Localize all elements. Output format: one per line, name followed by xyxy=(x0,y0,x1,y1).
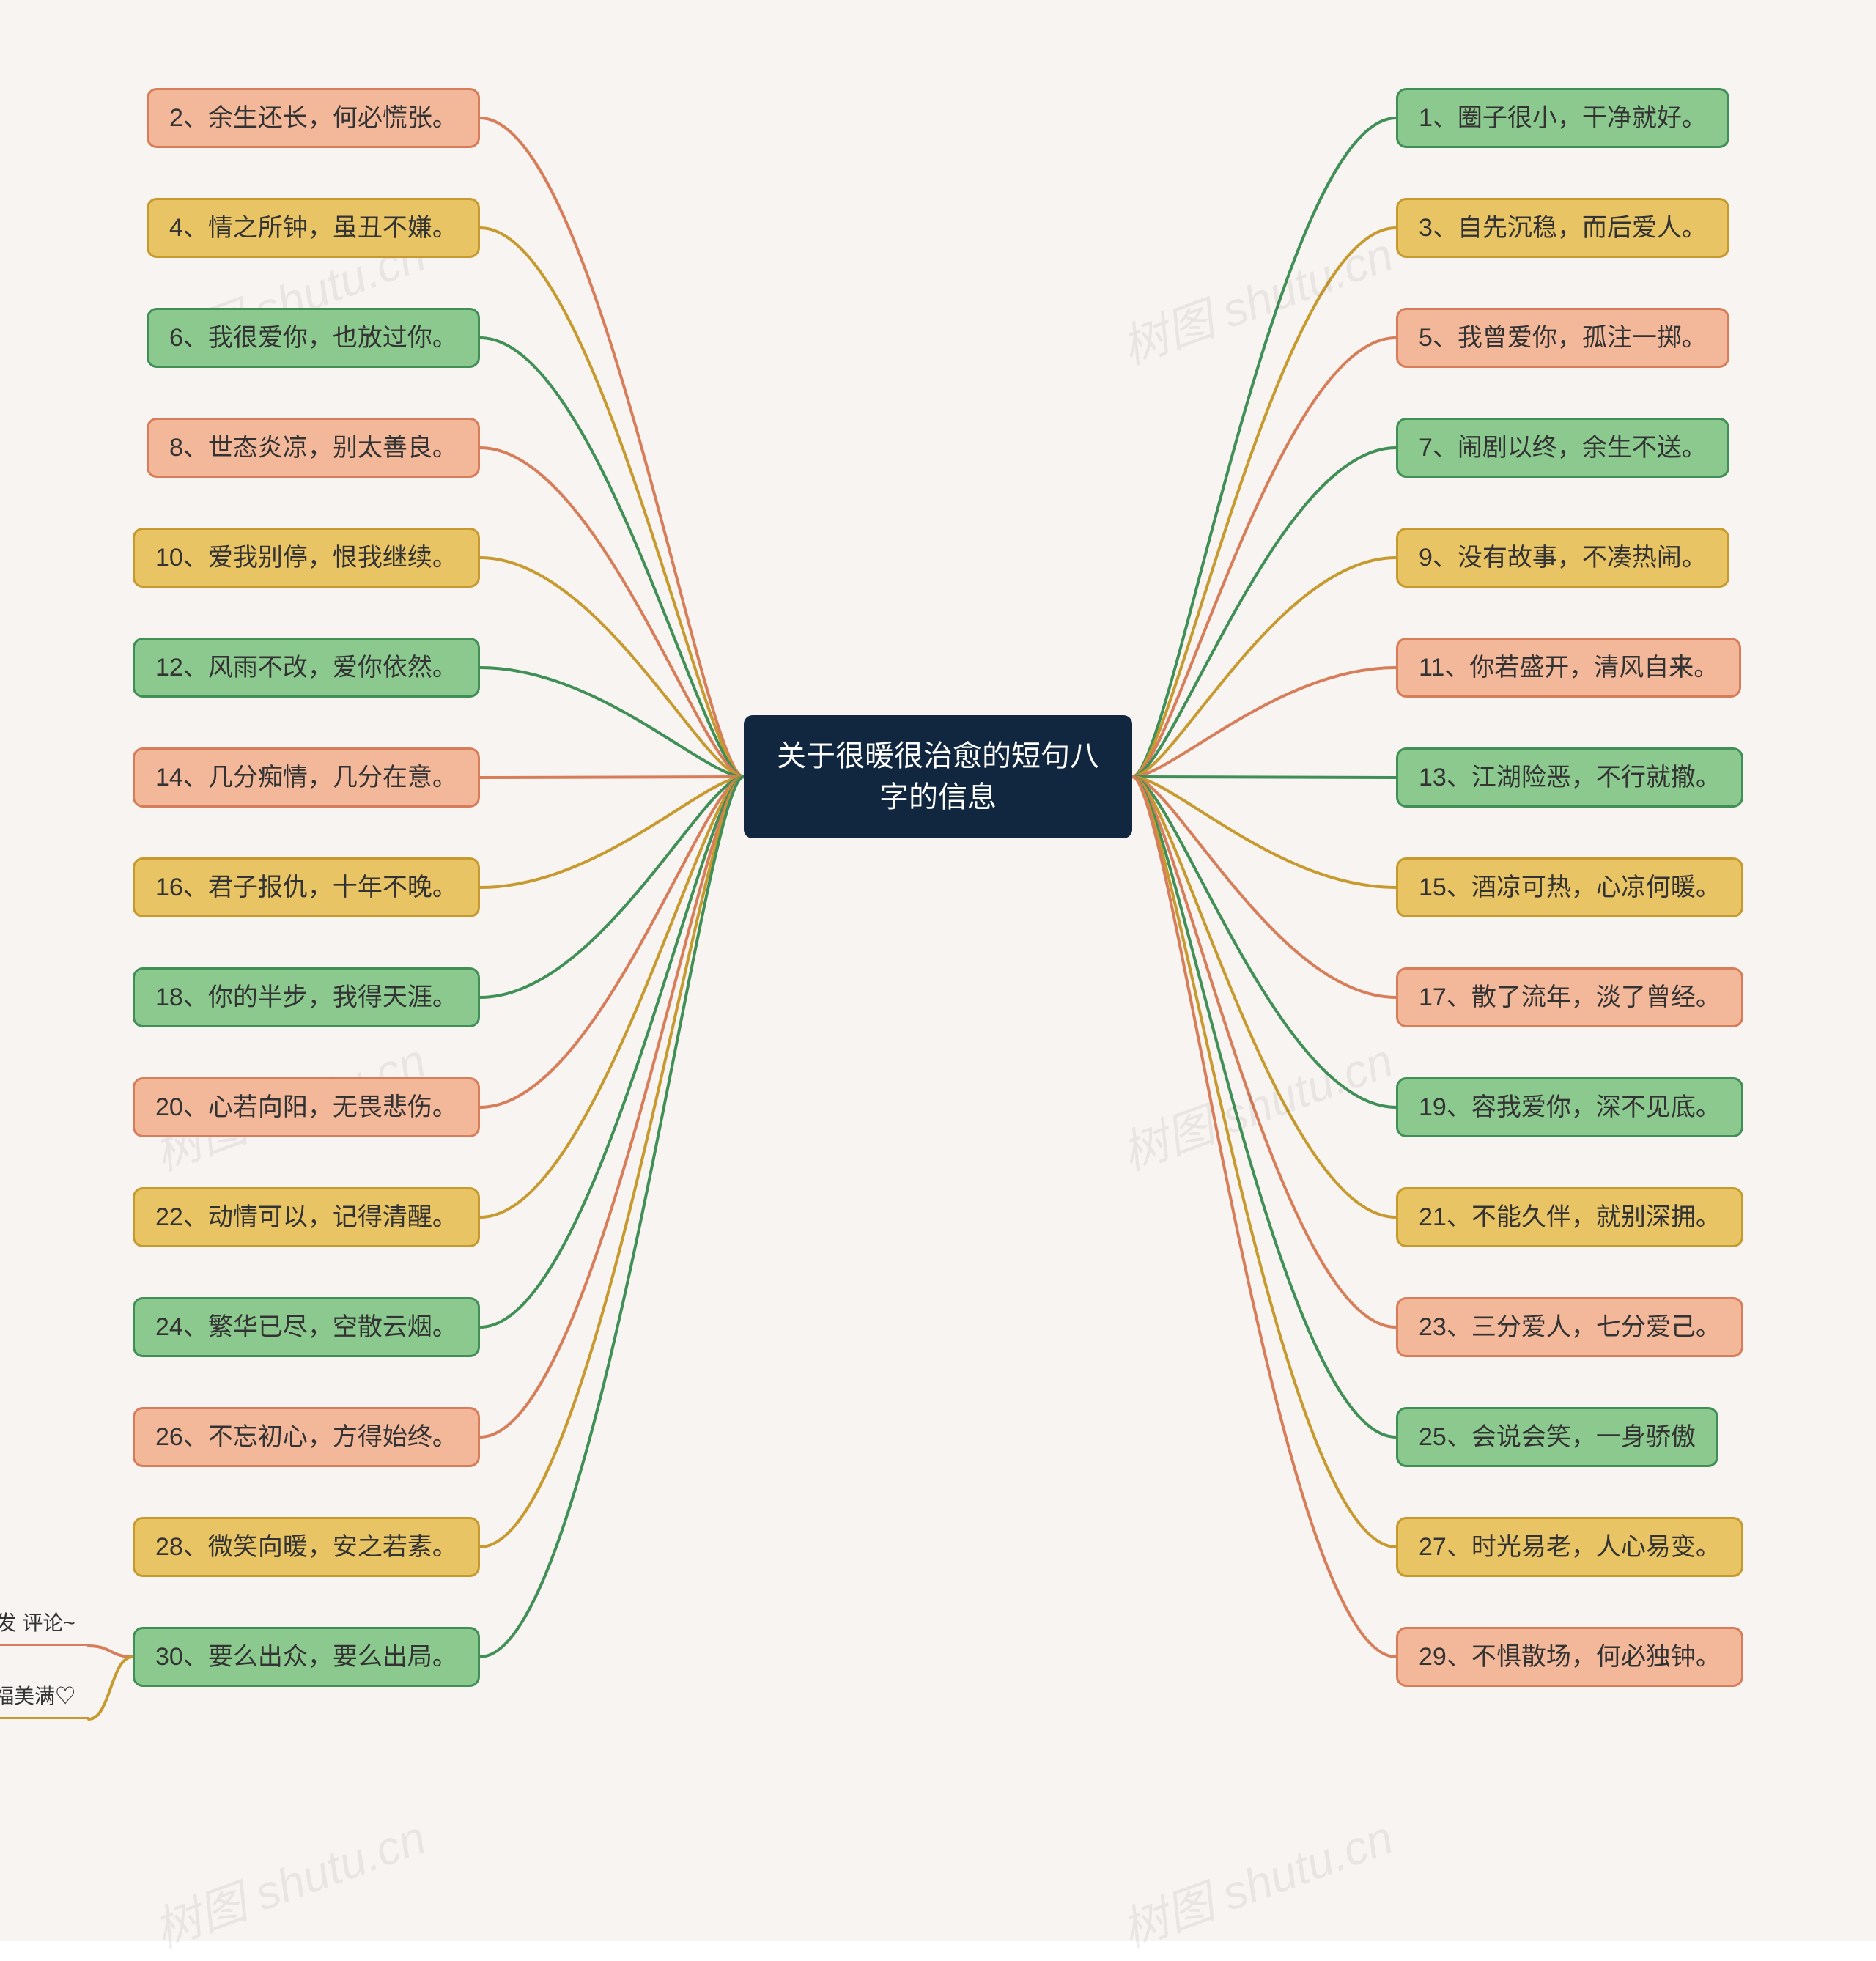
branch-node-left[interactable]: 28、微笑向暖，安之若素。 xyxy=(133,1517,480,1577)
branch-node-left[interactable]: 22、动情可以，记得清醒。 xyxy=(133,1187,480,1247)
branch-node-left[interactable]: 2、余生还长，何必慌张。 xyxy=(147,88,480,148)
branch-node-right[interactable]: 11、你若盛开，清风自来。 xyxy=(1396,638,1741,698)
branch-node-left[interactable]: 16、君子报仇，十年不晚。 xyxy=(133,857,480,917)
branch-node-left[interactable]: 18、你的半步，我得天涯。 xyxy=(133,967,480,1027)
branch-node-right[interactable]: 27、时光易老，人心易变。 xyxy=(1396,1517,1743,1577)
branch-node-left[interactable]: 14、几分痴情，几分在意。 xyxy=(133,747,480,808)
branch-node-right[interactable]: 1、圈子很小，干净就好。 xyxy=(1396,88,1729,148)
sub-node[interactable]: 祝您2019生活愉快 幸福美满♡ xyxy=(0,1676,89,1719)
branch-node-left[interactable]: 30、要么出众，要么出局。 xyxy=(133,1627,480,1687)
branch-node-left[interactable]: 12、风雨不改，爱你依然。 xyxy=(133,638,480,698)
watermark: 树图 shutu.cn xyxy=(144,1800,434,1960)
branch-node-right[interactable]: 25、会说会笑，一身骄傲 xyxy=(1396,1407,1718,1467)
branch-node-right[interactable]: 19、容我爱你，深不见底。 xyxy=(1396,1077,1743,1137)
branch-node-left[interactable]: 6、我很爱你，也放过你。 xyxy=(147,308,480,368)
branch-node-right[interactable]: 7、闹剧以终，余生不送。 xyxy=(1396,418,1729,478)
branch-node-left[interactable]: 10、爱我别停，恨我继续。 xyxy=(133,528,480,588)
branch-node-left[interactable]: 8、世态炎凉，别太善良。 xyxy=(147,418,480,478)
sub-node[interactable]: 如果打动了 请点赞 转发 评论~ xyxy=(0,1603,89,1646)
watermark: 树图 shutu.cn xyxy=(1111,1023,1401,1183)
branch-node-right[interactable]: 17、散了流年，淡了曾经。 xyxy=(1396,967,1743,1027)
branch-node-right[interactable]: 9、没有故事，不凑热闹。 xyxy=(1396,528,1729,588)
mindmap-canvas: 树图 shutu.cn树图 shutu.cn树图 shutu.cn树图 shut… xyxy=(0,0,1876,1941)
branch-node-right[interactable]: 21、不能久伴，就别深拥。 xyxy=(1396,1187,1743,1247)
watermark: 树图 shutu.cn xyxy=(1111,1800,1401,1960)
branch-node-right[interactable]: 5、我曾爱你，孤注一掷。 xyxy=(1396,308,1729,368)
branch-node-right[interactable]: 23、三分爱人，七分爱己。 xyxy=(1396,1297,1743,1357)
branch-node-left[interactable]: 26、不忘初心，方得始终。 xyxy=(133,1407,480,1467)
branch-node-left[interactable]: 20、心若向阳，无畏悲伤。 xyxy=(133,1077,480,1137)
watermark: 树图 shutu.cn xyxy=(1111,217,1401,377)
branch-node-right[interactable]: 13、江湖险恶，不行就撤。 xyxy=(1396,747,1743,808)
branch-node-left[interactable]: 4、情之所钟，虽丑不嫌。 xyxy=(147,198,480,258)
branch-node-left[interactable]: 24、繁华已尽，空散云烟。 xyxy=(133,1297,480,1357)
center-node[interactable]: 关于很暖很治愈的短句八字的信息 xyxy=(744,715,1132,838)
branch-node-right[interactable]: 29、不惧散场，何必独钟。 xyxy=(1396,1627,1743,1687)
branch-node-right[interactable]: 3、自先沉稳，而后爱人。 xyxy=(1396,198,1729,258)
branch-node-right[interactable]: 15、酒凉可热，心凉何暖。 xyxy=(1396,857,1743,917)
